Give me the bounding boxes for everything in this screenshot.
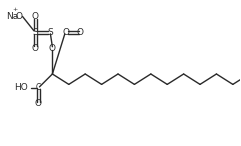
Text: O: O — [32, 44, 39, 53]
Text: O: O — [16, 12, 23, 21]
Text: O: O — [77, 28, 84, 37]
Text: Na: Na — [6, 12, 18, 21]
Text: C: C — [36, 83, 41, 92]
Text: O: O — [32, 12, 39, 21]
Text: S: S — [47, 28, 53, 37]
Text: S: S — [33, 28, 38, 37]
Text: O: O — [63, 28, 70, 37]
Text: O: O — [49, 44, 56, 53]
Text: HO: HO — [14, 83, 27, 92]
Text: O: O — [35, 99, 42, 108]
Text: +: + — [13, 7, 18, 12]
